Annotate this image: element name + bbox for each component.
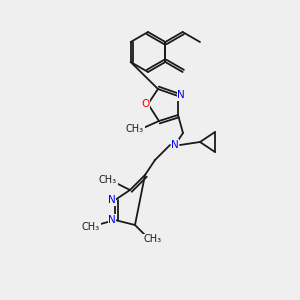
Text: CH₃: CH₃ [82, 222, 100, 232]
Text: O: O [141, 99, 149, 109]
Text: CH₃: CH₃ [99, 175, 117, 185]
Text: N: N [108, 195, 116, 205]
Text: N: N [108, 215, 116, 225]
Text: N: N [171, 140, 179, 150]
Text: CH₃: CH₃ [144, 234, 162, 244]
Text: CH₃: CH₃ [126, 124, 144, 134]
Text: N: N [177, 90, 185, 100]
